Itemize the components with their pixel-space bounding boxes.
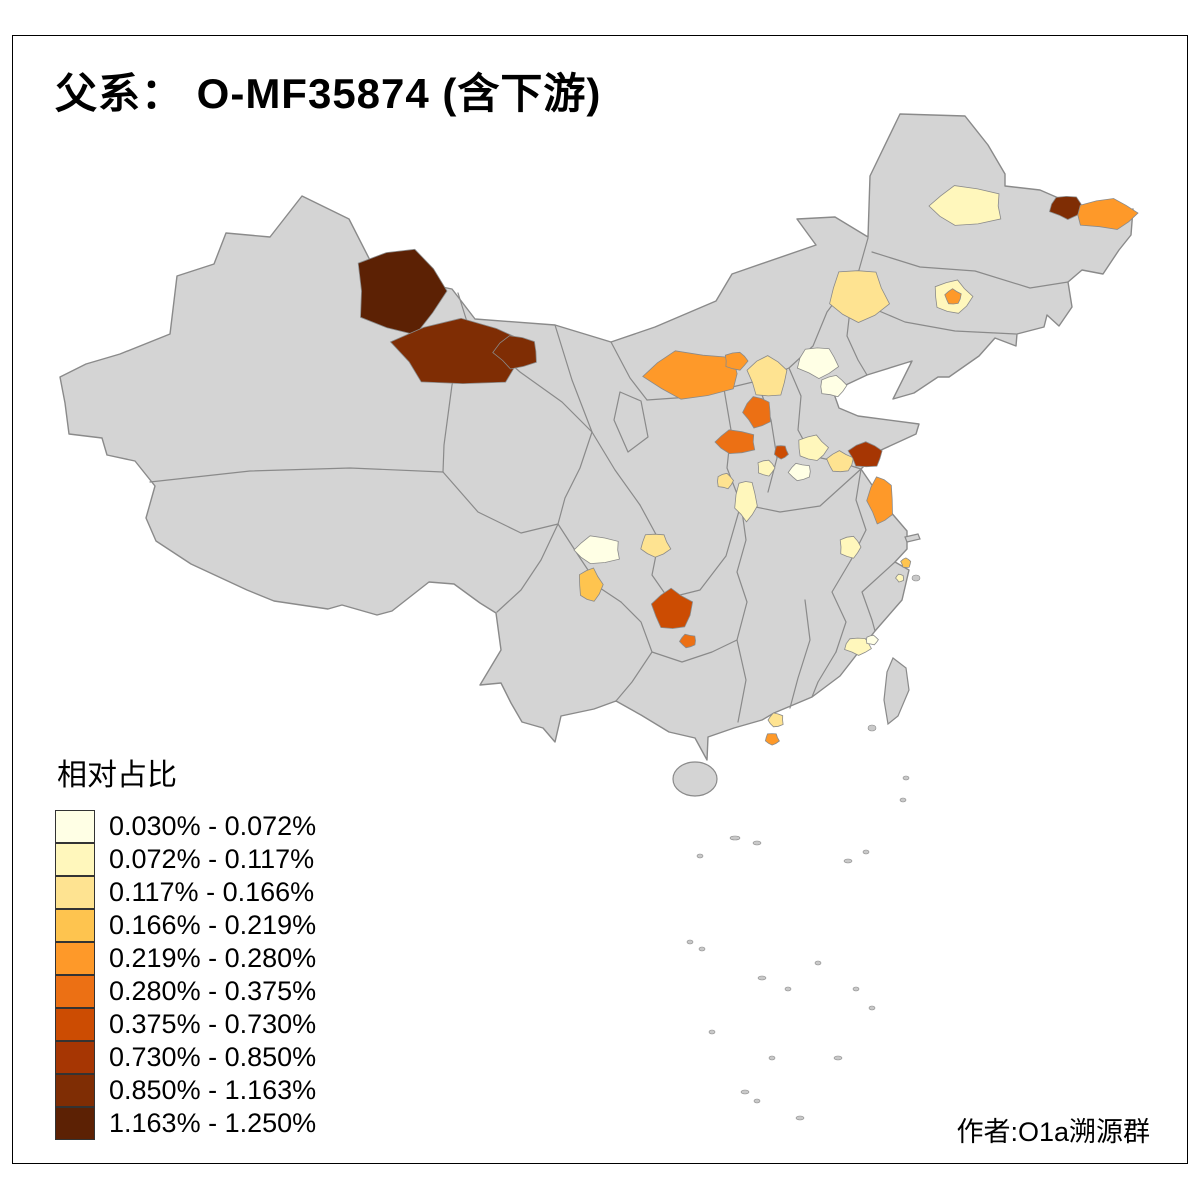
map-region: [642, 350, 738, 400]
map-region: [1077, 198, 1139, 230]
map-region: [650, 587, 694, 629]
legend-label: 0.117% - 0.166%: [109, 877, 315, 907]
map-region: [798, 434, 830, 461]
map-region: [767, 712, 784, 728]
legend-item: 0.166% - 0.219%: [55, 909, 316, 942]
legend-swatch: [55, 810, 95, 843]
map-region: [678, 633, 696, 649]
legend-item: 0.280% - 0.375%: [55, 975, 316, 1008]
map-region: [492, 335, 537, 370]
map-region: [865, 634, 879, 646]
legend-label: 0.030% - 0.072%: [109, 811, 317, 841]
map-region: [829, 270, 891, 323]
regions-layer: [357, 185, 1139, 746]
legend-item: 0.730% - 0.850%: [55, 1041, 316, 1074]
map-region: [578, 567, 604, 602]
legend-item: 0.375% - 0.730%: [55, 1008, 316, 1041]
attribution: 作者:O1a溯源群: [956, 1117, 1150, 1147]
legend-item: 0.030% - 0.072%: [55, 810, 316, 843]
map-region: [573, 535, 620, 565]
legend-title: 相对占比: [57, 759, 177, 792]
map-region: [826, 450, 854, 473]
legend-swatch: [55, 843, 95, 876]
map-region: [900, 557, 912, 568]
legend-label: 0.850% - 1.163%: [109, 1075, 317, 1105]
legend: 相对占比 0.030% - 0.072% 0.072% - 0.117% 0.117…: [55, 750, 316, 1140]
map-region: [742, 396, 771, 429]
legend-swatch: [55, 1008, 95, 1041]
map-region: [764, 733, 780, 746]
map-region: [844, 637, 872, 656]
map-region: [714, 429, 756, 455]
map-region: [944, 288, 962, 305]
legend-label: 0.219% - 0.280%: [109, 943, 317, 973]
legend-label: 0.730% - 0.850%: [109, 1042, 317, 1072]
map-region: [839, 535, 862, 559]
chongming-island: [904, 533, 921, 543]
legend-item: 0.117% - 0.166%: [55, 876, 316, 909]
page-title: 父系： O-MF35874 (含下游): [55, 70, 602, 117]
legend-swatch: [55, 1074, 95, 1107]
legend-label: 0.375% - 0.730%: [109, 1009, 317, 1039]
legend-item: 0.850% - 1.163%: [55, 1074, 316, 1107]
map-region: [734, 481, 758, 523]
map-region: [640, 533, 672, 558]
legend-label: 1.163% - 1.250%: [109, 1108, 317, 1138]
legend-label: 0.280% - 0.375%: [109, 976, 317, 1006]
map-region: [773, 445, 789, 460]
taiwan-island: [883, 657, 910, 726]
map-region: [724, 351, 749, 371]
legend-item: 0.219% - 0.280%: [55, 942, 316, 975]
map-region: [357, 248, 448, 336]
legend-swatch: [55, 1107, 95, 1140]
islands: [672, 533, 921, 797]
legend-swatch: [55, 1041, 95, 1074]
legend-item: 0.072% - 0.117%: [55, 843, 316, 876]
map-region: [847, 441, 883, 468]
map-region: [895, 573, 904, 583]
map-region: [746, 355, 788, 397]
map-region: [757, 459, 776, 477]
map-region: [717, 472, 734, 490]
legend-swatch: [55, 909, 95, 942]
map-region: [928, 185, 1002, 226]
legend-item: 1.163% - 1.250%: [55, 1107, 316, 1140]
map-region: [866, 476, 893, 525]
map-region: [820, 374, 848, 398]
legend-rows: 0.030% - 0.072% 0.072% - 0.117% 0.117% - 0…: [55, 810, 316, 1140]
map-region: [796, 347, 840, 380]
map-region: [389, 317, 527, 385]
hainan-island: [672, 761, 718, 797]
legend-swatch: [55, 942, 95, 975]
legend-label: 0.072% - 0.117%: [109, 844, 315, 874]
legend-label: 0.166% - 0.219%: [109, 910, 317, 940]
map-region: [787, 462, 811, 482]
sea-islets: [686, 574, 921, 1121]
legend-swatch: [55, 975, 95, 1008]
legend-swatch: [55, 876, 95, 909]
